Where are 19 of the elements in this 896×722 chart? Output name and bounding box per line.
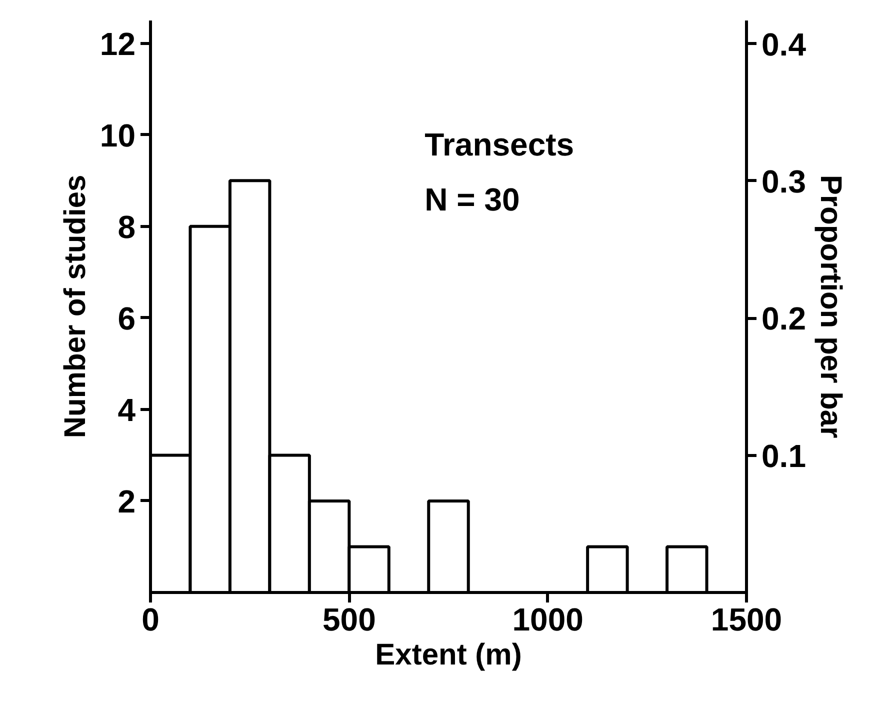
- y-tick-label: 8: [118, 208, 136, 245]
- annotation: Transects: [424, 126, 574, 162]
- x-tick-label: 500: [322, 602, 376, 638]
- x-axis-title: Extent (m): [375, 638, 522, 672]
- y2-tick-label: 0.3: [762, 163, 806, 200]
- y-tick-label: 12: [100, 26, 136, 62]
- annotation: N = 30: [424, 181, 520, 218]
- y-tick-label: 4: [118, 392, 136, 428]
- y-tick-label: 2: [118, 483, 136, 520]
- x-tick-label: 1500: [710, 602, 782, 638]
- y-tick-label: 6: [118, 300, 136, 336]
- y2-axis-title: Proportion per bar: [814, 174, 847, 438]
- x-tick-label: 0: [142, 602, 160, 638]
- x-tick-label: 1000: [512, 602, 584, 638]
- y-tick-label: 10: [100, 117, 136, 154]
- y2-tick-label: 0.2: [762, 300, 806, 337]
- y-axis-title: Number of studies: [58, 174, 92, 438]
- y2-tick-label: 0.1: [762, 438, 806, 474]
- y2-tick-label: 0.4: [762, 26, 806, 62]
